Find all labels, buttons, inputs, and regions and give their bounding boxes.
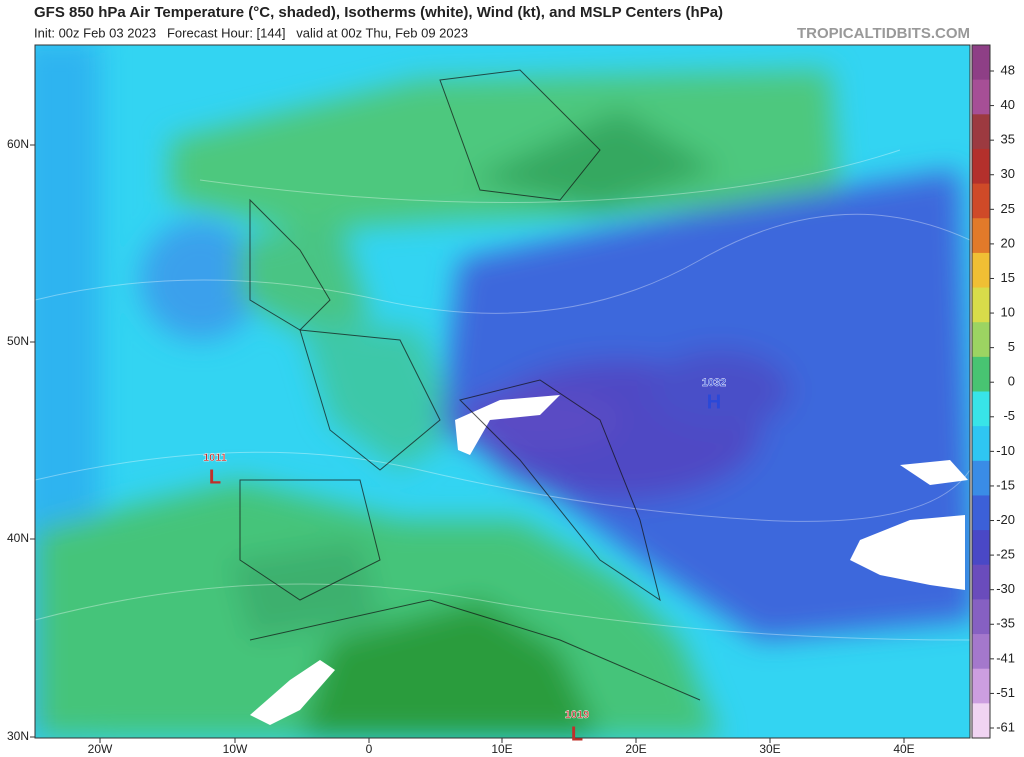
longitude-label: 40E: [893, 742, 914, 756]
colorbar-label: -35: [996, 616, 1015, 631]
title: GFS 850 hPa Air Temperature (°C, shaded)…: [34, 4, 723, 21]
colorbar-cell: [972, 668, 990, 704]
colorbar-cell: [972, 79, 990, 115]
colorbar-label: 10: [1001, 304, 1015, 319]
pressure-symbol: H: [707, 391, 721, 413]
colorbar-label: 15: [1001, 270, 1015, 285]
colorbar-label: -10: [996, 443, 1015, 458]
longitude-label: 20E: [625, 742, 646, 756]
pressure-value: 1032: [702, 377, 726, 389]
colorbar-cell: [972, 322, 990, 358]
longitude-label: 20W: [88, 742, 113, 756]
latitude-label: 50N: [7, 334, 29, 348]
colorbar-label: 0: [1008, 374, 1015, 389]
colorbar-cell: [972, 703, 990, 739]
pressure-symbol: L: [571, 723, 583, 745]
subtitle: Init: 00z Feb 03 2023 Forecast Hour: [14…: [34, 25, 468, 40]
colorbar-cell: [972, 356, 990, 392]
latitude-label: 60N: [7, 137, 29, 151]
colorbar-cell: [972, 287, 990, 323]
colorbar-label: -20: [996, 512, 1015, 527]
colorbar-cell: [972, 634, 990, 670]
colorbar-label: 25: [1001, 201, 1015, 216]
colorbar-cell: [972, 426, 990, 462]
colorbar-label: 40: [1001, 97, 1015, 112]
colorbar-cell: [972, 45, 990, 81]
colorbar-label: 5: [1008, 339, 1015, 354]
longitude-label: 30E: [759, 742, 780, 756]
colorbar-label: -30: [996, 581, 1015, 596]
colorbar-label: 48: [1001, 62, 1015, 77]
colorbar-cell: [972, 530, 990, 566]
colorbar-label: -25: [996, 547, 1015, 562]
pressure-value: 1011: [203, 452, 227, 464]
longitude-label: 10W: [223, 742, 248, 756]
colorbar-cell: [972, 599, 990, 635]
colorbar-label: -5: [1003, 408, 1015, 423]
colorbar-cell: [972, 148, 990, 185]
colorbar-cell: [972, 460, 990, 496]
colorbar-label: 35: [1001, 132, 1015, 147]
colorbar-cell: [972, 391, 990, 427]
colorbar-cell: [972, 218, 990, 254]
colorbar-cell: [972, 564, 990, 600]
colorbar-label: -51: [996, 685, 1015, 700]
colorbar-label: 30: [1001, 166, 1015, 181]
colorbar-cell: [972, 183, 990, 219]
watermark: TROPICALTIDBITS.COM: [797, 25, 970, 42]
colorbar: 48 40 35 30 25 20 15 10 5 0 -5 -10 -15 -20 -25 -30 -35 -4…: [971, 44, 1015, 739]
colorbar-label: -61: [996, 719, 1015, 734]
colorbar-frame: [971, 44, 991, 739]
latitude-label: 40N: [7, 531, 29, 545]
map-area: [35, 45, 970, 738]
colorbar-cell: [972, 252, 990, 289]
colorbar-cell: [972, 495, 990, 531]
pressure-value: 1019: [565, 709, 589, 721]
colorbar-label: -41: [996, 650, 1015, 665]
latitude-label: 30N: [7, 729, 29, 743]
longitude-label: 10E: [491, 742, 512, 756]
longitude-label: 0: [366, 742, 373, 756]
colorbar-label: -15: [996, 477, 1015, 492]
pressure-symbol: L: [209, 466, 221, 488]
colorbar-label: 20: [1001, 235, 1015, 250]
colorbar-cell: [972, 114, 990, 150]
